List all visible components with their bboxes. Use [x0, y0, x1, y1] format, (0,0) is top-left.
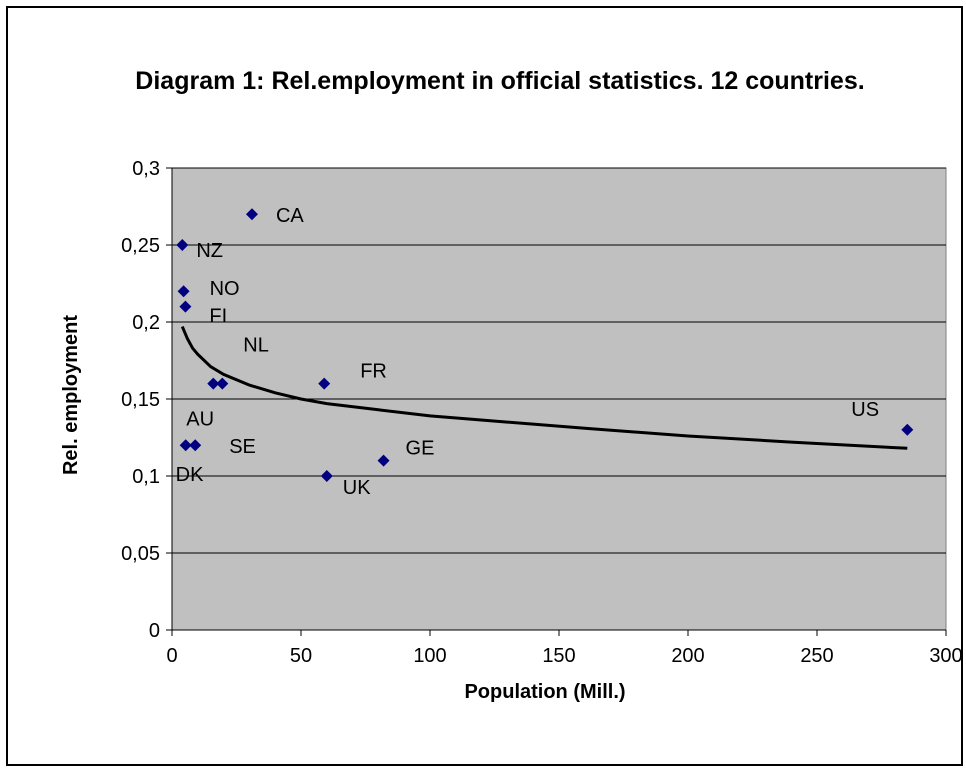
x-tick-label: 150 [542, 645, 575, 667]
point-label-ca: CA [276, 205, 304, 227]
data-point-ge [377, 454, 390, 467]
data-point-nl [207, 377, 220, 390]
y-tick-label: 0,25 [121, 235, 160, 257]
gridlines [166, 167, 947, 636]
data-point-fr [318, 377, 331, 390]
data-point-uk [320, 470, 333, 482]
y-tick-label: 0,2 [132, 312, 160, 334]
point-label-uk: UK [343, 477, 371, 499]
y-tick-label: 0 [149, 620, 160, 642]
point-label-au: AU [186, 409, 214, 431]
point-label-us: US [851, 399, 879, 421]
y-tick-label: 0,15 [121, 389, 160, 411]
x-tick-labels: 0 50 100 150 200 250 300 [166, 645, 962, 667]
data-point-fi [179, 300, 192, 313]
data-point-ca [245, 208, 258, 221]
data-point-dk [179, 439, 192, 452]
data-point-au [216, 377, 229, 390]
y-tick-label: 0,05 [121, 543, 160, 565]
data-point-no [177, 285, 190, 298]
point-label-fr: FR [360, 361, 387, 383]
data-points [176, 208, 914, 482]
x-tick-label: 100 [413, 645, 446, 667]
x-tick-label: 50 [290, 645, 312, 667]
x-tick-label: 0 [166, 645, 177, 667]
x-tick-label: 200 [671, 645, 704, 667]
point-label-no: NO [210, 278, 240, 300]
y-tick-label: 0,1 [132, 466, 160, 488]
point-label-fi: FI [209, 306, 227, 328]
y-axis-title: Rel. employment [60, 315, 82, 475]
x-tick-label: 300 [929, 645, 962, 667]
chart-title: Diagram 1: Rel.employment in official st… [135, 67, 865, 95]
point-label-nz: NZ [196, 240, 223, 262]
point-label-ge: GE [406, 438, 435, 460]
data-point-nz [176, 239, 189, 251]
data-point-se [189, 439, 202, 452]
x-tick-label: 250 [800, 645, 833, 667]
point-labels: CA NZ NO FI NL AU FR SE DK GE UK US [176, 205, 879, 499]
point-label-se: SE [229, 436, 256, 458]
data-point-us [901, 423, 914, 436]
x-axis-title: Population (Mill.) [464, 681, 625, 703]
y-tick-label: 0,3 [132, 158, 160, 180]
point-label-dk: DK [176, 464, 204, 486]
trendline [180, 326, 908, 450]
y-tick-labels: 0 0,05 0,1 0,15 0,2 0,25 0,3 [121, 158, 160, 642]
point-label-nl: NL [243, 335, 269, 357]
